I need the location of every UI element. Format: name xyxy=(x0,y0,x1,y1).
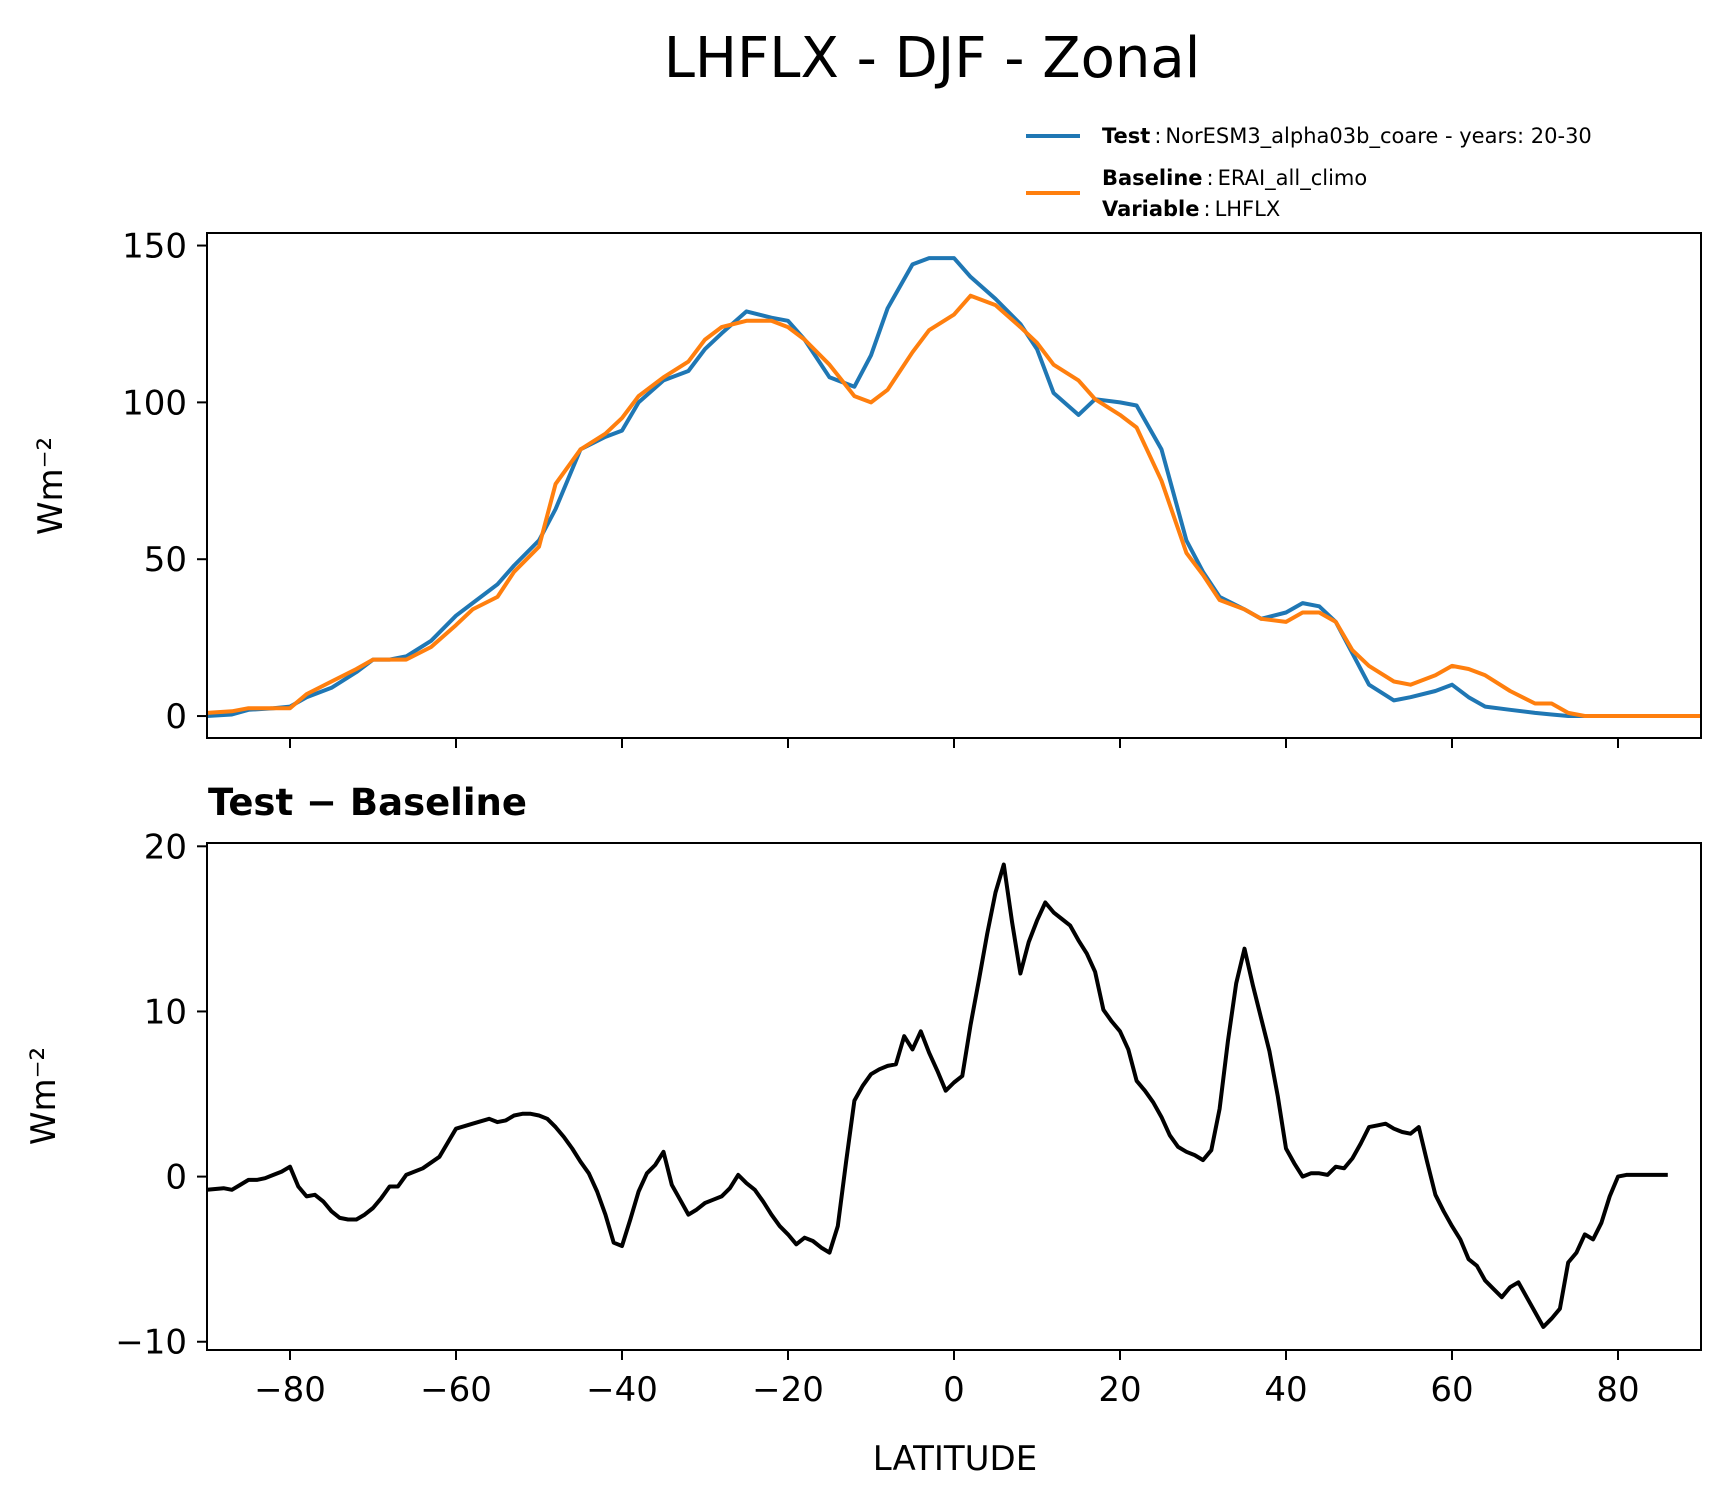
bottom-x-tick-label: −60 xyxy=(420,1370,492,1410)
bottom-x-tick-label: 40 xyxy=(1264,1370,1307,1410)
bottom-y-tick-label: 20 xyxy=(144,827,187,867)
legend-variable-label: Variable: LHFLX xyxy=(1102,197,1280,221)
top-y-tick-label: 100 xyxy=(122,383,187,423)
bottom-x-tick-label: 80 xyxy=(1596,1370,1639,1410)
bottom-panel: Test − Baseline −80 −60 −40 −20 0 20 40 60 80 −10… xyxy=(24,781,1702,1479)
bottom-plot-frame xyxy=(206,842,1702,1351)
top-series-test-line xyxy=(206,256,1701,718)
legend: Test: NorESM3_alpha03b_coare - years: 20-… xyxy=(1026,124,1592,221)
bottom-series-test-baseline-line xyxy=(206,862,1668,1329)
difference-panel-title: Test − Baseline xyxy=(208,781,527,824)
bottom-x-tick-label: 60 xyxy=(1430,1370,1473,1410)
legend-baseline-label: Baseline: ERAI_all_climo xyxy=(1102,166,1367,191)
bottom-x-tick-label: −40 xyxy=(586,1370,658,1410)
top-y-tick-label: 50 xyxy=(144,540,187,580)
top-panel: 0 50 100 150 Wm⁻² xyxy=(31,227,1702,748)
bottom-x-tick-label: 20 xyxy=(1098,1370,1141,1410)
bottom-y-tick-label: 10 xyxy=(144,992,187,1032)
bottom-y-axis-label: Wm⁻² xyxy=(24,1047,64,1145)
top-plot-frame xyxy=(206,232,1702,739)
bottom-x-tick-label: −80 xyxy=(254,1370,326,1410)
top-y-tick-label: 150 xyxy=(122,227,187,267)
legend-test-label: Test: NorESM3_alpha03b_coare - years: 20-… xyxy=(1102,124,1592,149)
bottom-y-tick-label: 0 xyxy=(165,1158,187,1198)
figure-title: LHFLX - DJF - Zonal xyxy=(664,26,1201,91)
bottom-y-tick-label: −10 xyxy=(115,1323,187,1363)
x-axis-label: LATITUDE xyxy=(873,1439,1037,1479)
top-y-tick-label: 0 xyxy=(165,697,187,737)
top-y-axis-label: Wm⁻² xyxy=(31,437,71,535)
top-series-baseline-line xyxy=(206,293,1701,718)
bottom-x-tick-label: −20 xyxy=(752,1370,824,1410)
bottom-x-tick-label: 0 xyxy=(943,1370,965,1410)
